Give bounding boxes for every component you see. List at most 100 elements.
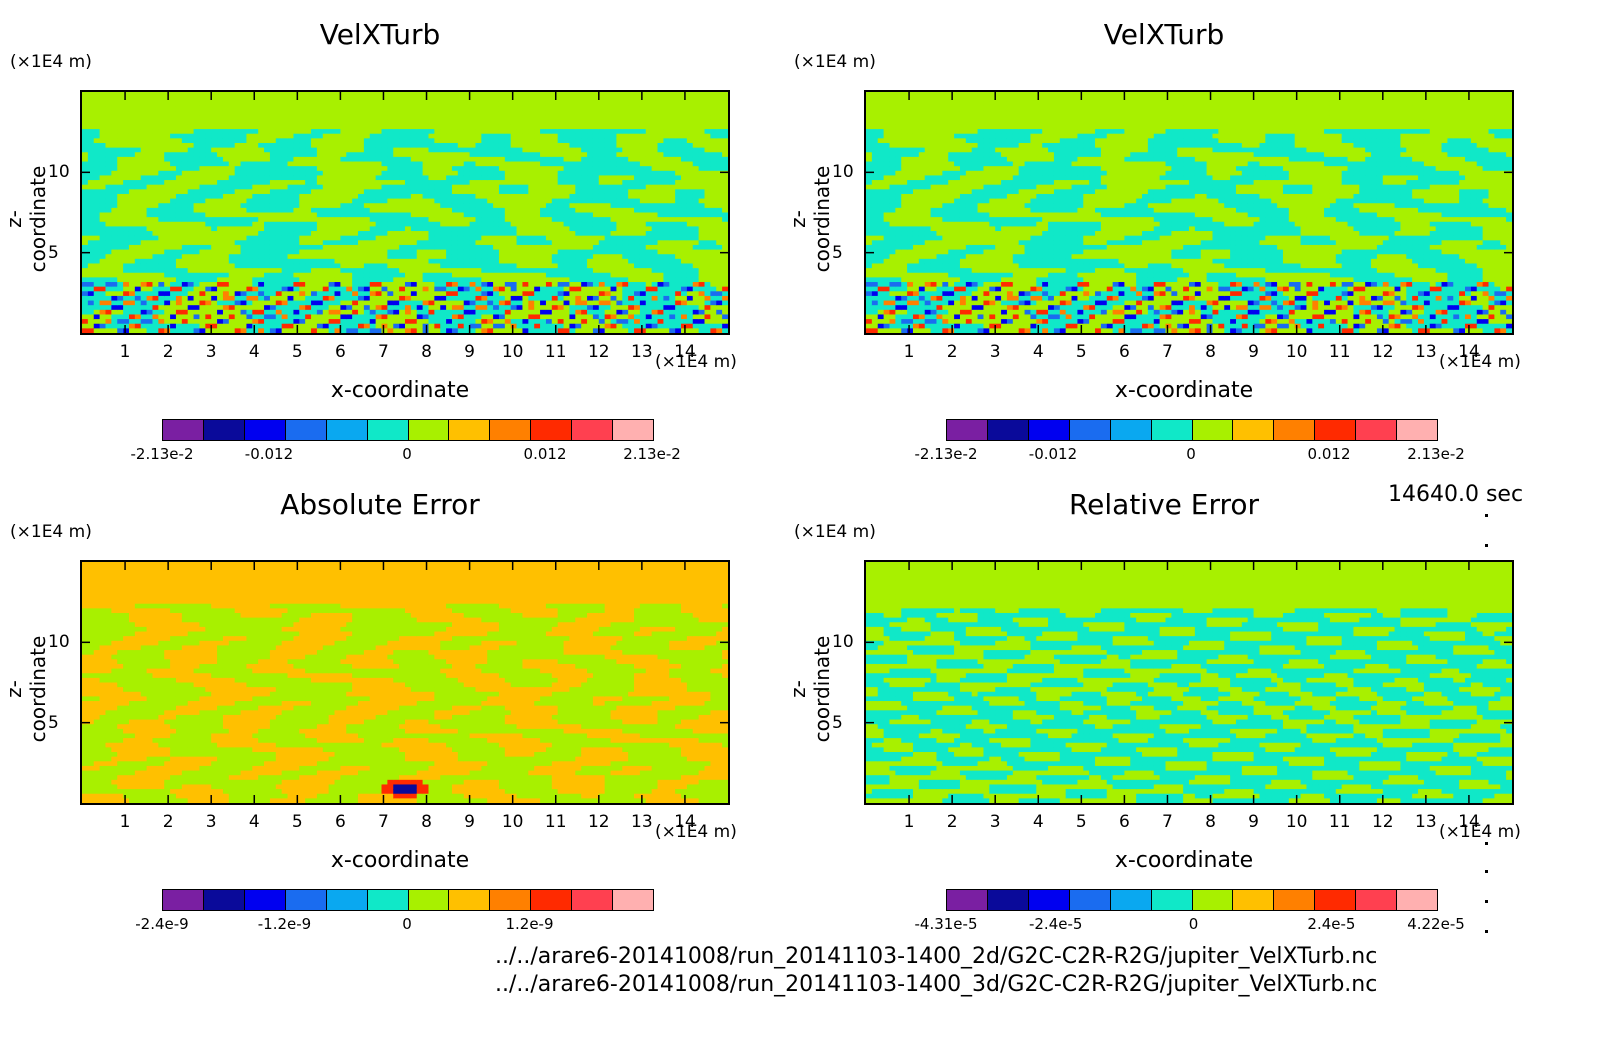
heatmap-cell bbox=[440, 314, 447, 320]
heatmap-cell bbox=[217, 129, 224, 135]
heatmap-cell bbox=[240, 263, 248, 269]
heatmap-cell bbox=[299, 305, 306, 311]
heatmap-cell bbox=[175, 166, 183, 172]
heatmap-cell bbox=[393, 193, 400, 200]
heatmap-cell bbox=[281, 249, 289, 255]
heatmap-cell bbox=[610, 231, 618, 237]
heatmap-cell bbox=[498, 217, 506, 223]
heatmap-cell bbox=[346, 96, 353, 102]
heatmap-cell bbox=[158, 101, 165, 107]
heatmap-cell bbox=[281, 193, 289, 200]
heatmap-cell bbox=[316, 240, 324, 246]
heatmap-cell bbox=[187, 198, 195, 204]
heatmap-cell bbox=[446, 92, 453, 98]
heatmap-cell bbox=[581, 152, 588, 158]
heatmap-cell bbox=[140, 295, 148, 302]
heatmap-cell bbox=[123, 300, 130, 306]
heatmap-cell bbox=[228, 180, 236, 186]
heatmap-cell bbox=[346, 328, 353, 333]
heatmap-cell bbox=[217, 305, 224, 311]
heatmap-cell bbox=[446, 314, 453, 320]
heatmap-cell bbox=[246, 170, 253, 177]
heatmap-cell bbox=[111, 138, 118, 144]
heatmap-cell bbox=[334, 263, 341, 269]
heatmap-cell bbox=[634, 161, 641, 167]
heatmap-cell bbox=[340, 184, 347, 190]
heatmap-cell bbox=[446, 166, 453, 172]
heatmap-cell bbox=[399, 193, 406, 200]
heatmap-cell bbox=[322, 291, 330, 297]
heatmap-cell bbox=[405, 147, 412, 153]
heatmap-cell bbox=[199, 147, 206, 153]
heatmap-cell bbox=[440, 305, 447, 311]
heatmap-cell bbox=[258, 175, 265, 181]
heatmap-cell bbox=[416, 133, 424, 139]
heatmap-cell bbox=[211, 105, 218, 112]
heatmap-cell bbox=[440, 152, 447, 158]
heatmap-cell bbox=[82, 305, 89, 311]
heatmap-cell bbox=[328, 244, 336, 251]
heatmap-cell bbox=[434, 277, 441, 283]
heatmap-cell bbox=[240, 156, 248, 163]
heatmap-cell bbox=[446, 129, 453, 135]
heatmap-cell bbox=[264, 166, 271, 172]
heatmap-cell bbox=[99, 309, 107, 316]
heatmap-cell bbox=[187, 184, 195, 190]
heatmap-cell bbox=[305, 138, 312, 144]
heatmap-cell bbox=[634, 309, 641, 316]
heatmap-cell bbox=[575, 268, 582, 274]
heatmap-cell bbox=[316, 193, 324, 200]
heatmap-cell bbox=[545, 115, 553, 121]
heatmap-cell bbox=[158, 268, 165, 274]
heatmap-cell bbox=[199, 184, 206, 190]
heatmap-cell bbox=[487, 184, 494, 190]
heatmap-cell bbox=[99, 180, 107, 186]
heatmap-cell bbox=[346, 161, 353, 167]
heatmap-cell bbox=[393, 180, 400, 186]
heatmap-cell bbox=[117, 175, 124, 181]
heatmap-cell bbox=[170, 217, 177, 223]
heatmap-cell bbox=[457, 249, 465, 255]
heatmap-cell bbox=[575, 147, 582, 153]
heatmap-cell bbox=[498, 175, 506, 181]
heatmap-cell bbox=[170, 170, 177, 177]
heatmap-cell bbox=[246, 286, 253, 292]
heatmap-cell bbox=[340, 115, 347, 121]
heatmap-cell bbox=[575, 291, 582, 297]
heatmap-cell bbox=[316, 92, 324, 98]
heatmap-cell bbox=[604, 115, 612, 121]
heatmap-cell bbox=[205, 212, 212, 218]
heatmap-cell bbox=[481, 249, 488, 255]
heatmap-cell bbox=[105, 110, 112, 116]
heatmap-cell bbox=[275, 138, 283, 144]
heatmap-cell bbox=[451, 309, 459, 316]
heatmap-cell bbox=[475, 129, 482, 135]
heatmap-cell bbox=[363, 161, 371, 167]
heatmap-cell bbox=[264, 263, 271, 269]
heatmap-cell bbox=[528, 119, 535, 126]
heatmap-cell bbox=[128, 277, 136, 283]
heatmap-cell bbox=[287, 249, 295, 255]
heatmap-cell bbox=[434, 119, 441, 126]
heatmap-cell bbox=[293, 286, 300, 292]
heatmap-cell bbox=[346, 92, 353, 98]
heatmap-cell bbox=[387, 240, 394, 246]
heatmap-cell bbox=[463, 295, 471, 302]
heatmap-cell bbox=[164, 124, 171, 130]
heatmap-cell bbox=[193, 263, 201, 269]
heatmap-cell bbox=[316, 300, 324, 306]
heatmap-cell bbox=[469, 115, 477, 121]
heatmap-cell bbox=[82, 142, 89, 149]
heatmap-cell bbox=[422, 156, 430, 163]
heatmap-cell bbox=[451, 166, 459, 172]
heatmap-cell bbox=[240, 249, 248, 255]
heatmap-cell bbox=[117, 203, 124, 209]
heatmap-cell bbox=[193, 268, 201, 274]
heatmap-cell bbox=[287, 277, 295, 283]
heatmap-cell bbox=[287, 96, 295, 102]
heatmap-cell bbox=[234, 180, 242, 186]
heatmap-cell bbox=[252, 207, 259, 214]
heatmap-cell bbox=[457, 124, 465, 130]
heatmap-cell bbox=[82, 268, 89, 274]
heatmap-cell bbox=[563, 314, 571, 320]
